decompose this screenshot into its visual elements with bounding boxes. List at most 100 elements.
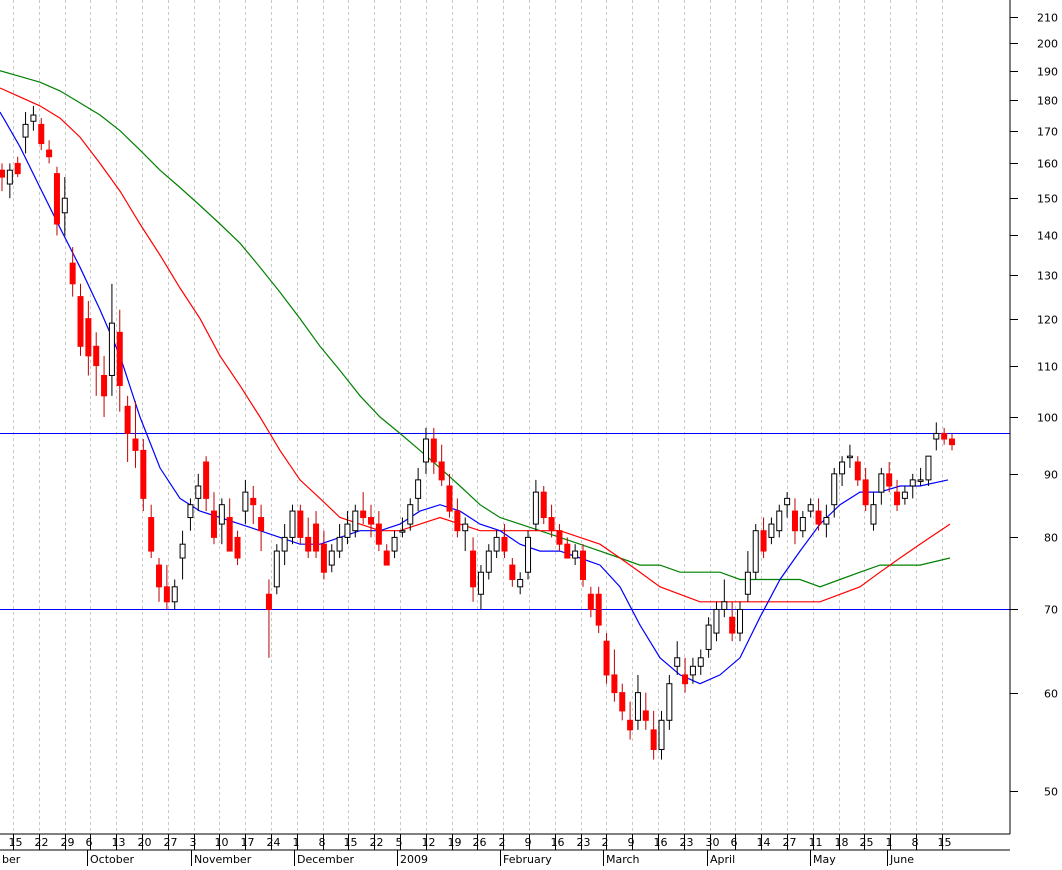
candle-body [0, 169, 5, 178]
candle-body [53, 173, 60, 225]
x-month-label: May [813, 853, 836, 866]
x-tick-label: 27 [783, 836, 797, 849]
candle-body [171, 586, 178, 603]
y-axis: 50 60 70 80 90 100 110 120 130 140 150 160 170 180 190… [1010, 12, 1058, 799]
candle-body [148, 517, 155, 552]
candle-body [477, 571, 484, 595]
candle-body [446, 485, 453, 512]
x-tick-label: 9 [628, 836, 635, 849]
x-tick-label: 29 [61, 836, 75, 849]
x-tick-label: 26 [473, 836, 487, 849]
x-tick-label: 16 [551, 836, 565, 849]
x-tick-label: 6 [86, 836, 93, 849]
x-month-label: March [606, 853, 640, 866]
candle-body [179, 543, 186, 559]
x-tick-label: 30 [706, 836, 720, 849]
candle-body [862, 479, 869, 506]
candle-body [941, 432, 948, 440]
y-tick-label: 100 [1037, 412, 1058, 425]
x-tick-label: 16 [654, 836, 668, 849]
candle-body [697, 657, 704, 667]
candle-body [250, 497, 257, 506]
ma-mid-line [0, 87, 951, 603]
candle-body [768, 523, 775, 538]
candle-body [234, 536, 241, 559]
candle-body [815, 510, 822, 525]
x-tick-label: 22 [370, 836, 384, 849]
candle-body [462, 523, 469, 532]
candle-body [85, 318, 92, 357]
y-tick-label: 60 [1044, 688, 1058, 701]
y-tick-label: 160 [1037, 158, 1058, 171]
candle-body [603, 640, 610, 676]
candle-body [674, 657, 681, 667]
candle-body [799, 517, 806, 532]
candle-body [258, 517, 265, 532]
y-tick-label: 210 [1037, 12, 1058, 25]
candle-body [917, 479, 924, 482]
x-tick-label: 14 [757, 836, 771, 849]
x-tick-label: 15 [938, 836, 952, 849]
x-tick-label: 15 [344, 836, 358, 849]
candle-body [438, 461, 445, 481]
candle-body [108, 322, 115, 376]
x-tick-label: 1 [886, 836, 893, 849]
candle-body [493, 536, 500, 552]
candle-body [744, 571, 751, 595]
x-tick-label: 19 [448, 836, 462, 849]
candle-body [218, 504, 225, 525]
candle-body [540, 491, 547, 519]
candle-body [752, 530, 759, 573]
candle-body [485, 550, 492, 573]
candle-body [320, 543, 327, 573]
x-month-label: October [90, 853, 134, 866]
y-tick-label: 50 [1044, 786, 1058, 799]
candle-body [101, 374, 108, 397]
candle-body [713, 608, 720, 634]
candle-body [77, 296, 84, 347]
candle-body [116, 331, 123, 387]
candle-body [878, 473, 885, 493]
x-tick-label: 22 [35, 836, 49, 849]
x-tick-label: 8 [319, 836, 326, 849]
candle-body [666, 683, 673, 721]
candlesticks [0, 105, 955, 760]
candle-body [368, 517, 375, 525]
x-month-label: February [503, 853, 552, 866]
candle-body [509, 564, 516, 580]
candle-body [791, 510, 798, 532]
x-month-label: November [194, 853, 252, 866]
candle-body [532, 491, 539, 525]
candle-body [627, 719, 634, 731]
candle-body [226, 517, 233, 552]
y-tick-label: 140 [1037, 230, 1058, 243]
candle-body [501, 536, 508, 552]
x-tick-label: 10 [215, 836, 229, 849]
candle-body [297, 510, 304, 538]
x-tick-label: 9 [525, 836, 532, 849]
x-tick-label: 2 [499, 836, 506, 849]
candle-body [242, 491, 249, 512]
candle-body [595, 593, 602, 626]
candle-body [38, 123, 45, 145]
candle-body [132, 438, 139, 451]
candle-body [391, 536, 398, 552]
candle-body [831, 473, 838, 506]
y-tick-label: 90 [1044, 469, 1058, 482]
candle-body [925, 455, 932, 481]
candle-body [721, 601, 728, 610]
candle-body [360, 510, 367, 519]
candle-body [352, 510, 359, 532]
candle-body [281, 536, 288, 552]
candle-body [265, 593, 272, 610]
x-month-label: ber [2, 853, 21, 866]
candle-body [124, 405, 131, 434]
candle-body [949, 438, 955, 446]
candle-body [46, 149, 53, 158]
candle-body [839, 461, 846, 475]
x-tick-label: 18 [835, 836, 849, 849]
y-tick-label: 80 [1044, 532, 1058, 545]
candle-body [454, 510, 461, 532]
